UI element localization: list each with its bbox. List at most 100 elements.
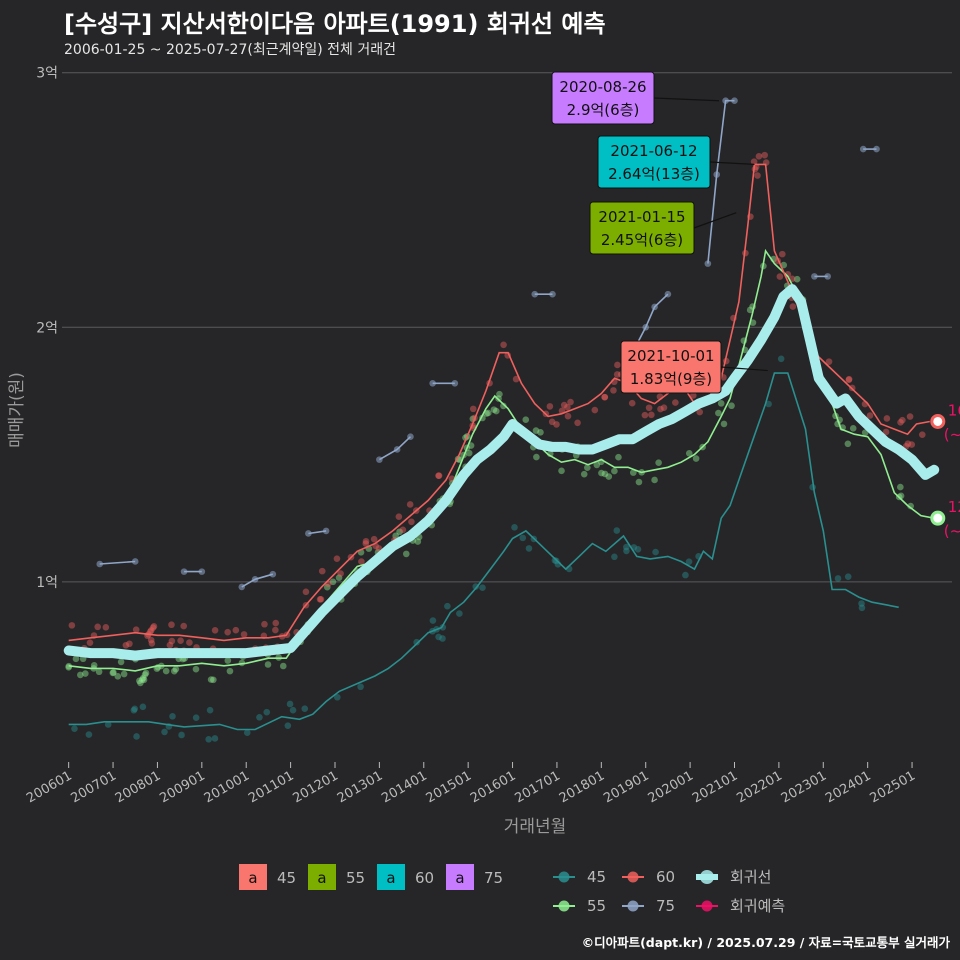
forecast-marker	[930, 413, 946, 429]
transaction-point	[256, 713, 263, 721]
transaction-point	[858, 604, 866, 612]
transaction-point	[126, 640, 133, 648]
transaction-point	[601, 393, 609, 401]
series-line-75	[707, 99, 735, 264]
transaction-point	[142, 669, 150, 677]
transaction-point	[146, 628, 154, 636]
transaction-point	[907, 502, 914, 510]
transaction-point	[834, 575, 842, 582]
transaction-point	[500, 402, 507, 410]
annotation-box	[597, 135, 711, 189]
annotation-date: 2021-10-01	[627, 347, 714, 365]
transaction-point	[414, 538, 422, 545]
transaction-point	[479, 584, 486, 592]
transaction-point	[696, 408, 704, 416]
transaction-point	[899, 416, 906, 424]
transaction-point	[845, 376, 853, 384]
transaction-point	[284, 722, 292, 729]
transaction-points	[65, 97, 926, 743]
transaction-point	[635, 478, 643, 486]
transaction-point	[906, 413, 914, 420]
transaction-point	[395, 513, 403, 521]
annotation-leader	[720, 366, 768, 372]
x-tick-label: 201801	[557, 768, 607, 806]
legend-point-key	[701, 900, 713, 912]
source-credit: ©디아파트(dapt.kr) / 2025.07.29 / 자료=국토교통부 실…	[581, 935, 950, 950]
page-subtitle: 2006-01-25 ~ 2025-07-27(최근계약일) 전체 거래건	[64, 42, 396, 58]
annotation-price: 2.9억(6층)	[567, 101, 640, 119]
transaction-point	[264, 661, 272, 668]
transaction-point	[435, 633, 442, 641]
transaction-point	[402, 550, 410, 558]
annotation-date: 2020-08-26	[559, 78, 646, 96]
transaction-point	[122, 641, 130, 649]
transaction-point	[68, 622, 76, 629]
transaction-point	[131, 558, 139, 565]
transaction-point	[172, 665, 180, 673]
transaction-point	[206, 706, 214, 714]
x-tick-label: 200801	[113, 768, 163, 806]
transaction-point	[399, 526, 407, 534]
transaction-point	[211, 735, 219, 742]
transaction-point	[178, 731, 185, 739]
transaction-point	[444, 602, 451, 610]
transaction-point	[232, 626, 240, 634]
transaction-point	[651, 476, 658, 484]
transaction-point	[86, 639, 94, 646]
transaction-point	[522, 416, 530, 424]
transaction-point	[104, 721, 112, 728]
transaction-point	[335, 574, 343, 581]
transaction-point	[357, 683, 364, 691]
legend-line-label: 55	[587, 897, 606, 915]
transaction-point	[897, 419, 904, 426]
transaction-point	[519, 534, 527, 542]
transaction-point	[166, 641, 174, 649]
transaction-point	[114, 673, 122, 680]
transaction-point	[358, 558, 365, 565]
transaction-point	[120, 670, 128, 678]
legend-point-key	[558, 871, 570, 883]
legend-point-key	[627, 871, 639, 883]
series-line-75	[631, 293, 669, 354]
forecast-marker	[930, 510, 946, 526]
transaction-point	[170, 667, 178, 675]
legend-line-label: 45	[587, 868, 606, 886]
transaction-point	[858, 600, 865, 607]
x-tick-label: 200601	[24, 768, 74, 806]
transaction-point	[140, 676, 148, 684]
annotation-date: 2021-06-12	[610, 142, 697, 160]
transaction-point	[186, 639, 193, 646]
transaction-point	[546, 403, 554, 410]
transaction-point	[302, 588, 310, 596]
transaction-point	[180, 622, 188, 630]
transaction-point	[337, 570, 344, 577]
grid-lines	[62, 72, 952, 583]
transaction-point	[65, 664, 72, 671]
annotation-leader	[693, 212, 737, 229]
legend: a 45 a 55 a 60 a 75 45 60 회귀선 55 75 회귀예측	[239, 864, 785, 915]
transaction-point	[660, 404, 668, 411]
annotation-date: 2021-01-15	[598, 208, 685, 226]
legend-area-label: 55	[346, 869, 365, 887]
forecast-area-label: (~60㎡)	[944, 425, 960, 443]
x-axis-title: 거래년월	[504, 817, 567, 837]
x-tick-label: 202501	[868, 768, 918, 806]
transaction-point	[553, 421, 560, 428]
transaction-point	[715, 409, 722, 417]
transaction-point	[329, 578, 337, 586]
page-title: [수성구] 지산서한이다음 아파트(1991) 회귀선 예측	[64, 10, 606, 38]
transaction-point	[755, 153, 763, 160]
y-tick-label: 2억	[36, 320, 58, 336]
transaction-point	[362, 540, 370, 547]
legend-area-glyph: a	[386, 869, 395, 887]
x-tick-label: 202401	[823, 768, 873, 806]
transaction-point	[672, 399, 679, 406]
transaction-point	[138, 676, 146, 683]
transaction-point	[629, 469, 637, 476]
transaction-point	[613, 527, 621, 534]
transaction-point	[226, 667, 234, 675]
transaction-point	[500, 341, 507, 349]
x-tick-label: 201401	[379, 768, 429, 806]
legend-area-glyph: a	[248, 869, 257, 887]
transaction-point	[333, 555, 341, 562]
